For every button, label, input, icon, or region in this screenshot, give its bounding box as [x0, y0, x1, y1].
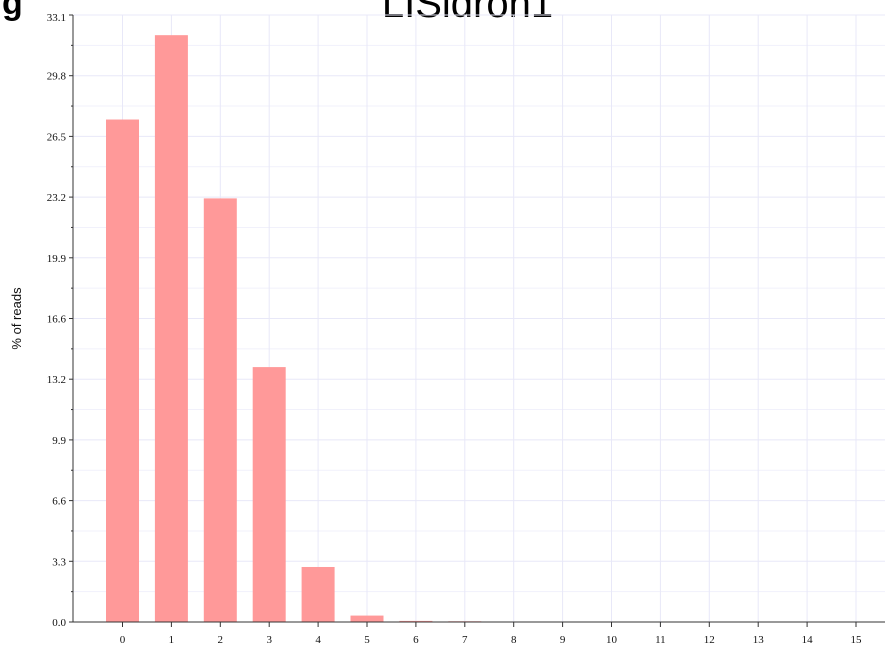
x-tick-label: 15 — [851, 634, 863, 646]
x-tick-label: 8 — [511, 634, 517, 646]
bar-4 — [301, 566, 335, 622]
y-tick-label: 16.6 — [47, 314, 67, 326]
y-tick-label: 9.9 — [52, 435, 66, 447]
bar-3 — [252, 367, 286, 622]
x-tick-label: 3 — [266, 634, 272, 646]
x-tick-label: 1 — [169, 634, 175, 646]
chart-title: LISidron1 — [381, 0, 554, 26]
y-axis-label: % of reads — [9, 287, 24, 350]
axes — [69, 14, 885, 627]
x-tick-label: 5 — [364, 634, 370, 646]
x-tick-label: 12 — [704, 634, 715, 646]
bar-0 — [106, 119, 139, 623]
y-tick-label: 3.3 — [52, 556, 66, 568]
bar-5 — [350, 615, 384, 622]
grid-lines — [73, 14, 885, 622]
x-tick-label: 14 — [802, 634, 814, 646]
y-tick-label: 23.2 — [47, 192, 66, 204]
bar-6 — [399, 620, 433, 622]
y-tick-label: 33.1 — [47, 12, 66, 24]
x-tick-label: 11 — [655, 634, 666, 646]
x-tick-label: 13 — [753, 634, 765, 646]
y-tick-label: 26.5 — [47, 131, 67, 143]
bars — [106, 35, 482, 623]
bar-2 — [203, 198, 237, 623]
bar-1 — [154, 35, 188, 623]
panel-letter: g — [2, 0, 23, 22]
x-tick-label: 2 — [218, 634, 224, 646]
x-tick-label: 6 — [413, 634, 419, 646]
x-tick-label: 0 — [120, 634, 126, 646]
x-tick-label: 9 — [560, 634, 566, 646]
y-tick-labels: 0.0 3.3 6.6 9.9 13.2 16.6 19.9 23.2 26.5 29.8 33.1 — [47, 12, 67, 629]
y-tick-label: 6.6 — [52, 496, 66, 508]
y-tick-label: 29.8 — [47, 71, 67, 83]
x-tick-label: 10 — [606, 634, 618, 646]
x-tick-labels: 0 1 2 3 4 5 6 7 8 9 10 11 12 13 14 15 — [120, 634, 862, 646]
x-tick-label: 4 — [315, 634, 321, 646]
y-tick-label: 0.0 — [52, 617, 66, 629]
x-tick-label: 7 — [462, 634, 468, 646]
y-tick-label: 13.2 — [47, 374, 66, 386]
y-tick-label: 19.9 — [47, 253, 67, 265]
